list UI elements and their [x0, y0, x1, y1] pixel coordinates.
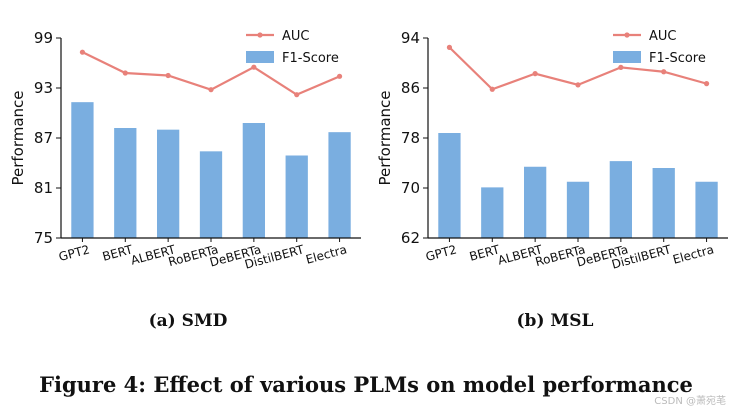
- x-tick-label-electra: Electra: [671, 242, 715, 266]
- bar-albert: [524, 166, 547, 238]
- bar-distilbert: [652, 168, 675, 238]
- y-tick-label: 81: [34, 179, 53, 197]
- y-tick-label: 93: [34, 79, 53, 97]
- auc-point-gpt2: [446, 44, 453, 50]
- x-tick-label-bert: BERT: [468, 242, 502, 264]
- bar-albert: [157, 129, 180, 238]
- y-tick-label: 70: [401, 179, 420, 197]
- bar-electra: [695, 181, 718, 238]
- x-tick-label-gpt2: GPT2: [424, 242, 458, 264]
- auc-point-gpt2: [79, 49, 86, 55]
- x-tick-label-bert: BERT: [101, 242, 135, 264]
- auc-point-electra: [336, 73, 343, 79]
- bar-roberta: [199, 151, 223, 238]
- bar-electra: [328, 132, 351, 238]
- auc-point-distilbert: [661, 69, 667, 75]
- legend-auc-label: AUC: [649, 29, 677, 44]
- figure-caption: Figure 4: Effect of various PLMs on mode…: [39, 372, 693, 397]
- watermark: CSDN @萧宛芼: [654, 394, 726, 407]
- x-tick-label-electra: Electra: [304, 242, 348, 266]
- legend-auc-marker: [624, 32, 630, 38]
- subcaption-smd: (a) SMD: [149, 311, 228, 331]
- legend-auc-marker: [257, 32, 263, 38]
- legend-auc-label: AUC: [282, 29, 310, 44]
- legend-f1-label: F1-Score: [282, 51, 339, 66]
- auc-point-distilbert: [294, 92, 300, 98]
- subcaption-msl: (b) MSL: [517, 311, 594, 331]
- auc-point-roberta: [575, 82, 581, 88]
- auc-point-albert: [532, 71, 538, 77]
- y-tick-label: 99: [34, 29, 53, 47]
- auc-point-bert: [489, 86, 495, 92]
- bar-bert: [481, 187, 504, 238]
- bar-bert: [114, 128, 137, 238]
- legend-f1-swatch: [613, 51, 641, 63]
- y-tick-label: 62: [401, 229, 420, 247]
- y-tick-label: 86: [401, 79, 420, 97]
- bar-roberta: [566, 181, 590, 238]
- bar-deberta: [242, 123, 265, 238]
- y-axis-label: Performance: [376, 90, 394, 185]
- auc-point-deberta: [251, 64, 257, 70]
- auc-point-roberta: [208, 87, 214, 93]
- auc-point-bert: [122, 70, 128, 76]
- bar-gpt2: [438, 133, 461, 238]
- x-tick-label-gpt2: GPT2: [57, 242, 91, 264]
- bar-deberta: [609, 161, 632, 238]
- legend-f1-label: F1-Score: [649, 51, 706, 66]
- y-tick-label: 78: [401, 129, 420, 147]
- y-tick-label: 87: [34, 129, 53, 147]
- y-tick-label: 94: [401, 29, 420, 47]
- bar-gpt2: [71, 102, 94, 239]
- auc-point-albert: [165, 72, 171, 79]
- y-axis-label: Performance: [9, 90, 27, 185]
- auc-point-deberta: [618, 64, 624, 70]
- legend-f1-swatch: [246, 51, 274, 63]
- bar-distilbert: [285, 155, 308, 238]
- y-tick-label: 75: [34, 229, 53, 247]
- auc-point-electra: [703, 81, 710, 87]
